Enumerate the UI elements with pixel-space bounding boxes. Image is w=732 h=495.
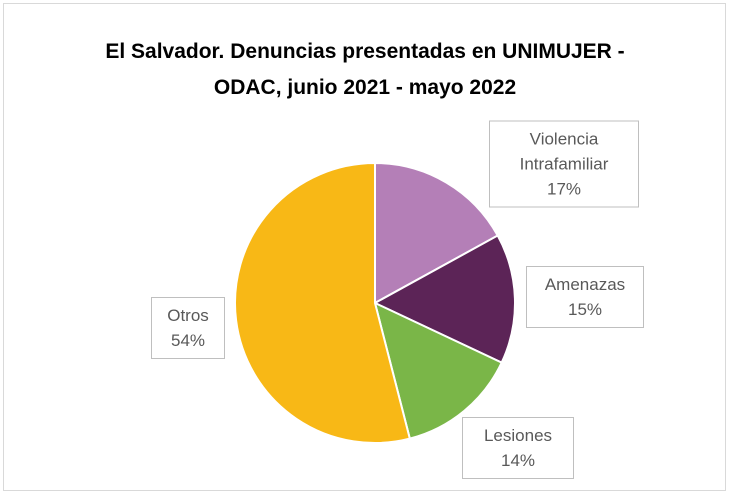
value-label: 15%	[567, 300, 603, 319]
chart-title: El Salvador. Denuncias presentadas en UN…	[105, 40, 625, 99]
data-label: Amenazas 15%	[526, 266, 644, 328]
value-label: 14%	[500, 451, 536, 470]
category-label: Otros	[167, 306, 209, 325]
value-label: 17%	[546, 179, 582, 199]
chart-frame	[3, 3, 726, 491]
category-label: Violencia Intrafamiliar	[519, 129, 609, 174]
pie-slice	[372, 234, 516, 364]
category-label: Amenazas	[544, 275, 626, 294]
data-label: Lesiones 14%	[462, 417, 574, 479]
pie-slice	[374, 161, 500, 305]
data-label: Violencia Intrafamiliar 17%	[489, 120, 639, 208]
pie-slice	[234, 161, 412, 444]
value-label: 54%	[170, 331, 206, 350]
data-label: Otros 54%	[151, 297, 225, 359]
category-label: Lesiones	[483, 426, 553, 445]
pie-slice	[373, 301, 504, 440]
